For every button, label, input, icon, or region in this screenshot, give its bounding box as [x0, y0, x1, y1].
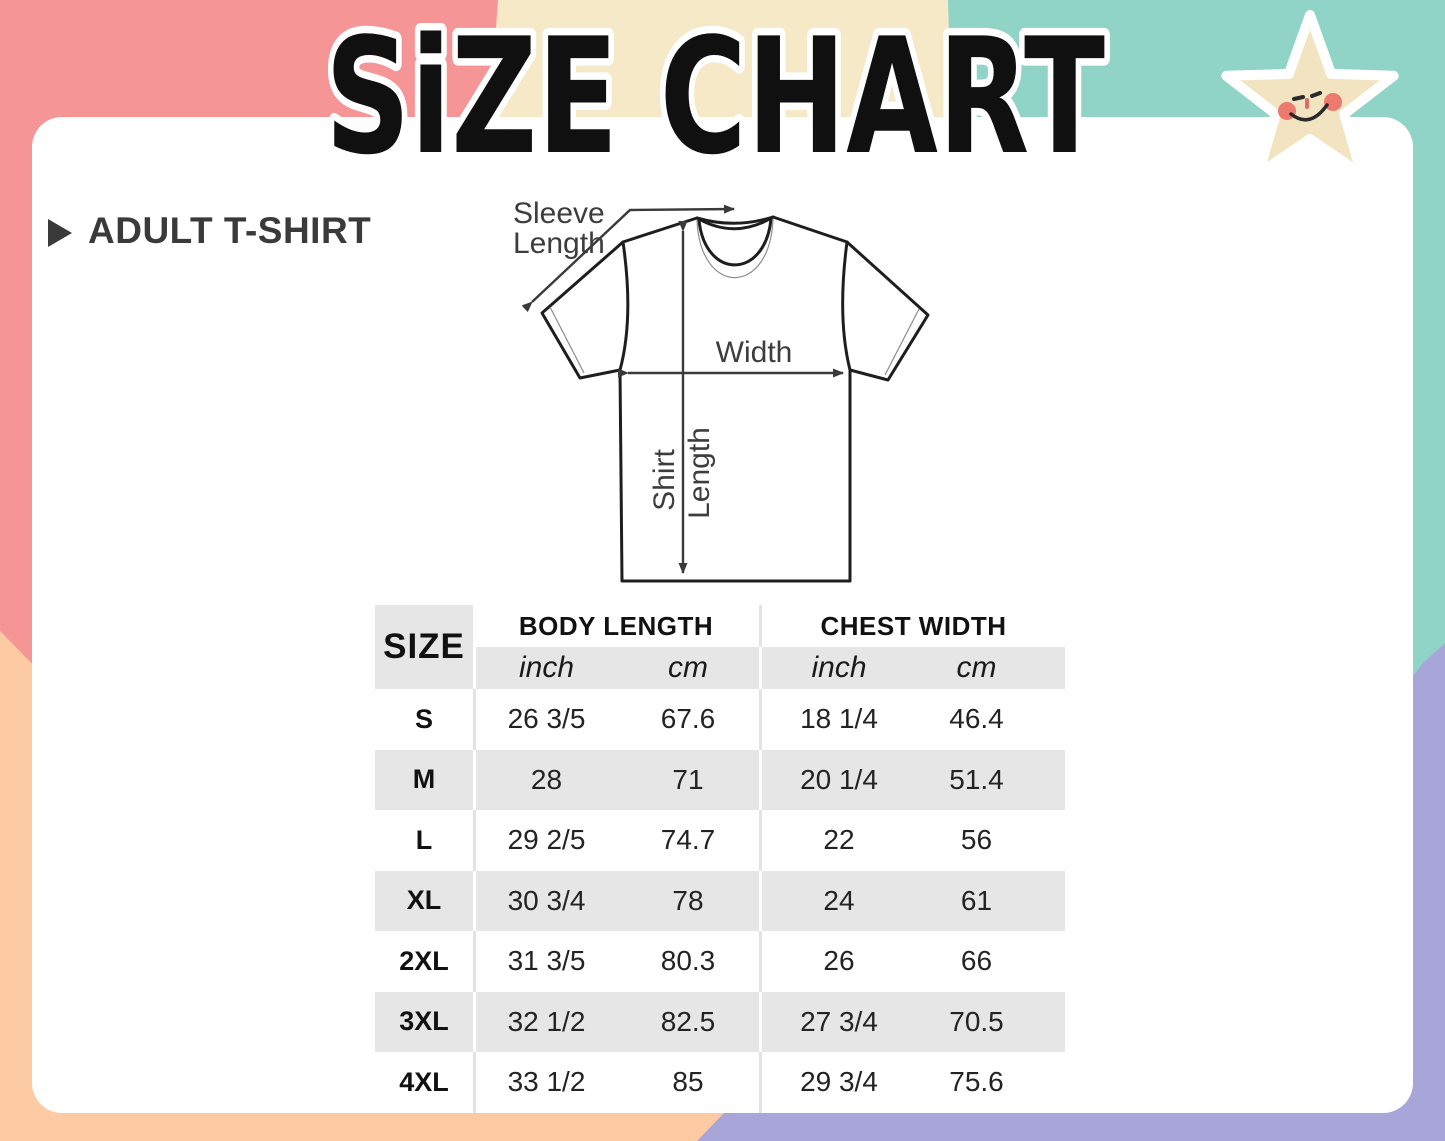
section-heading: ADULT T-SHIRT — [48, 210, 371, 252]
unit-header-chest-cm: cm — [916, 647, 1065, 689]
table-unit-header-row: inch cm inch cm — [375, 647, 1065, 689]
size-column-header: SIZE — [375, 605, 473, 689]
smile — [1289, 103, 1329, 122]
value-cell: 80.3 — [660, 945, 716, 977]
star-shape — [1221, 10, 1399, 180]
value-cell: 66 — [960, 945, 993, 977]
table-row: 3XL 32 1/2 82.5 27 3/4 70.5 — [375, 991, 1065, 1052]
size-table-body: S 26 3/5 67.6 18 1/4 46.4 M 28 71 20 1/4 51.4 L 29 … — [375, 689, 1065, 1113]
table-row: 4XL 33 1/2 85 29 3/4 75.6 — [375, 1052, 1065, 1113]
value-cell: 27 3/4 — [759, 991, 916, 1052]
sleeve-length-label: Sleeve — [513, 197, 605, 230]
shirt-length-label: Shirt — [648, 448, 681, 510]
page-title-text: SiZE CHART — [325, 3, 1105, 190]
size-cell: M — [412, 764, 436, 795]
unit-header-body-inch: inch — [473, 647, 617, 689]
shirt-length-label-line2: Length — [683, 427, 716, 519]
value-cell: 30 3/4 — [473, 870, 617, 931]
value-cell: 31 3/5 — [473, 931, 617, 992]
left-eye — [1292, 95, 1305, 101]
body-length-header: BODY LENGTH — [518, 610, 714, 641]
size-cell: S — [414, 703, 433, 734]
table-row: S 26 3/5 67.6 18 1/4 46.4 — [375, 689, 1065, 750]
page-title: SiZE CHART — [318, 0, 1113, 198]
size-cell: L — [415, 824, 433, 855]
table-row: M 28 71 20 1/4 51.4 — [375, 749, 1065, 810]
tshirt-outline — [540, 215, 930, 583]
value-cell: 70.5 — [949, 1005, 1004, 1037]
size-table: SIZE BODY LENGTH CHEST WIDTH inch cm inc… — [375, 605, 1065, 1113]
value-cell: 20 1/4 — [759, 749, 916, 810]
right-triangle-icon — [48, 218, 72, 247]
table-row: 2XL 31 3/5 80.3 26 66 — [375, 931, 1065, 992]
section-label: ADULT T-SHIRT — [88, 210, 372, 251]
value-cell: 33 1/2 — [473, 1052, 617, 1113]
table-row: XL 30 3/4 78 24 61 — [375, 870, 1065, 931]
right-eye — [1310, 91, 1322, 98]
value-cell: 67.6 — [660, 703, 716, 735]
value-cell: 22 — [759, 810, 916, 871]
value-cell: 51.4 — [949, 763, 1004, 795]
value-cell: 74.7 — [660, 824, 716, 856]
value-cell: 24 — [759, 870, 916, 931]
right-cuff-seam — [884, 308, 920, 376]
sleeve-length-arrow — [521, 204, 735, 313]
smiling-star-icon — [1221, 10, 1399, 180]
value-cell: 28 — [473, 749, 617, 810]
size-cell: 2XL — [399, 945, 449, 976]
value-cell: 78 — [672, 884, 704, 916]
value-cell: 71 — [672, 763, 704, 795]
width-label: Width — [716, 336, 793, 369]
left-cuff-seam — [549, 306, 585, 374]
value-cell: 26 — [759, 931, 916, 992]
right-armhole-seam — [841, 240, 852, 372]
size-cell: 4XL — [399, 1066, 449, 1097]
unit-header-chest-inch: inch — [759, 647, 916, 689]
value-cell: 18 1/4 — [759, 689, 916, 750]
value-cell: 46.4 — [949, 703, 1004, 735]
table-row: L 29 2/5 74.7 22 56 — [375, 810, 1065, 871]
value-cell: 61 — [960, 884, 993, 916]
value-cell: 26 3/5 — [473, 689, 617, 750]
unit-header-body-cm: cm — [617, 647, 759, 689]
value-cell: 29 3/4 — [759, 1052, 916, 1113]
value-cell: 82.5 — [660, 1005, 716, 1037]
table-group-header-row: BODY LENGTH CHEST WIDTH — [375, 605, 1065, 647]
tshirt-measurement-diagram: Sleeve Length Width Shirt Length — [513, 197, 930, 583]
value-cell: 56 — [960, 824, 993, 856]
value-cell: 75.6 — [949, 1066, 1004, 1098]
chest-width-header: CHEST WIDTH — [759, 605, 1065, 647]
value-cell: 85 — [672, 1066, 704, 1098]
size-cell: XL — [406, 885, 442, 916]
size-cell: 3XL — [399, 1006, 449, 1037]
sleeve-length-label-line2: Length — [513, 227, 605, 260]
value-cell: 32 1/2 — [473, 991, 617, 1052]
right-cheek — [1324, 93, 1342, 111]
value-cell: 29 2/5 — [473, 810, 617, 871]
